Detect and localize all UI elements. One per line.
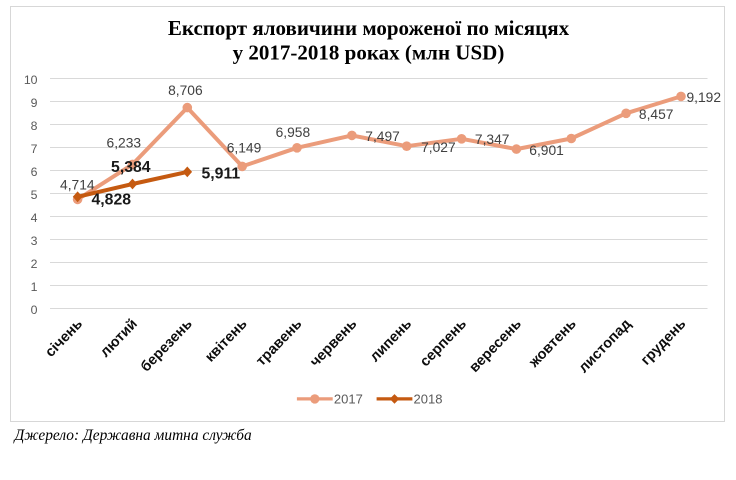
svg-text:2018: 2018 [414, 391, 443, 406]
svg-text:6,233: 6,233 [107, 136, 142, 151]
svg-text:4: 4 [31, 211, 38, 225]
svg-text:4,714: 4,714 [60, 178, 95, 193]
svg-text:4,828: 4,828 [92, 191, 132, 208]
svg-text:8,457: 8,457 [639, 107, 674, 122]
svg-text:5: 5 [31, 188, 38, 202]
svg-text:2017: 2017 [334, 391, 363, 406]
svg-text:6,149: 6,149 [227, 140, 262, 155]
svg-text:Джерело: Державна митна служба: Джерело: Державна митна служба [13, 427, 252, 444]
svg-text:5,911: 5,911 [202, 165, 241, 182]
svg-text:1: 1 [31, 280, 38, 294]
svg-text:8: 8 [31, 119, 38, 133]
svg-text:7,347: 7,347 [475, 132, 510, 147]
svg-text:9,192: 9,192 [687, 90, 722, 105]
svg-text:0: 0 [31, 303, 38, 317]
svg-text:7: 7 [31, 142, 38, 156]
svg-text:9: 9 [31, 96, 38, 110]
svg-text:8,706: 8,706 [168, 83, 203, 98]
svg-text:Експорт яловичини мороженої по: Експорт яловичини мороженої по місяцях [168, 16, 570, 40]
svg-text:10: 10 [24, 73, 38, 87]
svg-text:5,384: 5,384 [111, 159, 151, 176]
svg-text:2: 2 [31, 257, 38, 271]
svg-text:6: 6 [31, 165, 38, 179]
svg-text:7,497: 7,497 [365, 129, 400, 144]
svg-text:7,027: 7,027 [421, 140, 456, 155]
svg-text:у 2017-2018 роках (млн USD): у 2017-2018 роках (млн USD) [233, 40, 505, 64]
svg-text:3: 3 [31, 234, 38, 248]
svg-text:6,958: 6,958 [276, 125, 311, 140]
svg-text:6,901: 6,901 [529, 143, 564, 158]
